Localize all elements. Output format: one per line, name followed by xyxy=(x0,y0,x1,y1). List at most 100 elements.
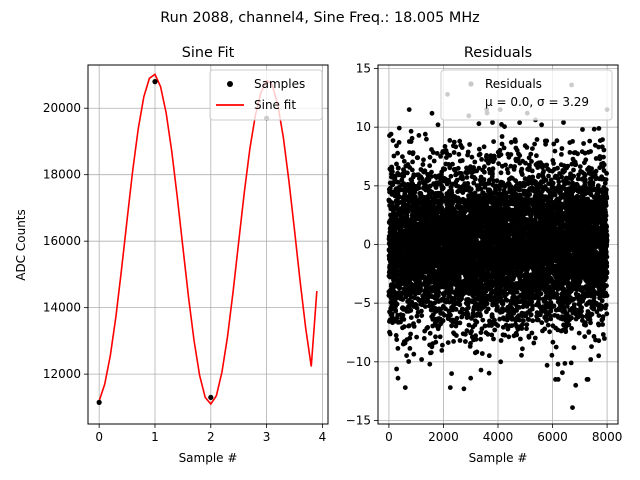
residual-point xyxy=(408,331,413,337)
residual-point xyxy=(492,156,497,162)
residual-point xyxy=(469,154,475,160)
residual-point xyxy=(450,161,455,167)
residual-point xyxy=(506,334,512,340)
residual-point xyxy=(517,153,523,158)
residual-point xyxy=(406,359,412,364)
residual-point xyxy=(405,170,410,176)
residual-point xyxy=(492,327,498,333)
residual-point xyxy=(387,331,393,337)
residual-point xyxy=(395,150,400,156)
residual-point xyxy=(459,158,465,163)
residual-point xyxy=(520,346,525,352)
residual-point xyxy=(472,176,478,182)
residual-point xyxy=(440,342,445,348)
residual-point xyxy=(442,166,448,172)
residual-point xyxy=(439,348,445,353)
residual-point xyxy=(448,312,453,318)
residuals-panel: Residuals 0 2000 4000 6000 8000−15−10−505101… xyxy=(346,45,623,465)
residual-point xyxy=(454,333,459,338)
sine-fit-ytick-label: 14000 xyxy=(43,301,81,315)
residual-point xyxy=(427,163,433,169)
residual-point xyxy=(404,213,410,219)
residual-point xyxy=(428,280,433,285)
residual-point xyxy=(395,180,401,185)
residual-point xyxy=(457,320,463,326)
residual-point xyxy=(485,306,491,312)
residual-point xyxy=(490,171,495,177)
residual-point xyxy=(448,173,454,179)
residual-point xyxy=(400,312,406,318)
residual-point xyxy=(482,169,487,175)
residual-point xyxy=(427,330,433,336)
legend-sine-fit-label: Sine fit xyxy=(254,98,296,112)
residual-point xyxy=(408,315,414,320)
residual-point xyxy=(440,318,446,324)
residual-point xyxy=(419,308,424,314)
residual-point xyxy=(482,164,487,170)
residual-point xyxy=(393,333,399,338)
residual-point xyxy=(499,134,505,139)
residual-point xyxy=(394,161,399,167)
residual-point xyxy=(451,139,457,145)
residual-point xyxy=(445,340,451,345)
residual-point xyxy=(436,289,442,295)
residual-point xyxy=(424,136,429,142)
residual-point xyxy=(480,317,486,323)
residual-point xyxy=(410,150,416,156)
residual-point xyxy=(468,186,474,192)
residual-point xyxy=(447,152,453,158)
residual-point xyxy=(474,349,480,355)
residual-point xyxy=(490,166,496,172)
sine-fit-xlabel: Sample # xyxy=(179,451,238,465)
residual-point xyxy=(518,336,523,342)
residual-point xyxy=(467,142,472,147)
residual-point xyxy=(419,313,425,318)
residual-point xyxy=(421,157,426,163)
residuals-plot-area xyxy=(386,82,610,410)
residual-point xyxy=(409,167,415,173)
sine-fit-ytick-label: 12000 xyxy=(43,367,81,381)
residual-point xyxy=(408,308,414,313)
residual-point xyxy=(422,131,428,137)
residual-point xyxy=(519,172,525,178)
sine-fit-legend-box xyxy=(209,69,323,121)
sine-fit-legend: Samples Sine fit xyxy=(209,69,323,121)
residual-point xyxy=(477,151,483,157)
sine-fit-ylabel: ADC Counts xyxy=(14,209,28,281)
residual-point xyxy=(416,318,422,324)
residual-point xyxy=(419,175,424,181)
residual-point xyxy=(491,336,496,342)
residual-point xyxy=(464,175,470,180)
residual-point xyxy=(390,138,396,144)
sine-fit-ytick-label: 20000 xyxy=(43,101,81,115)
sine-fit-axes-frame xyxy=(87,64,329,425)
residual-point xyxy=(401,324,407,330)
residual-point xyxy=(465,181,471,186)
residual-point xyxy=(407,335,413,341)
residual-point xyxy=(425,325,431,330)
residual-point xyxy=(512,164,517,169)
residual-point xyxy=(440,185,446,191)
residual-point xyxy=(387,185,393,191)
residual-point xyxy=(420,162,426,167)
residual-point xyxy=(407,323,412,328)
residual-point xyxy=(514,289,520,295)
residual-point xyxy=(478,336,484,342)
residual-point xyxy=(497,147,503,153)
residual-point xyxy=(427,154,433,160)
residual-point xyxy=(422,168,428,174)
residual-point xyxy=(421,336,427,341)
residual-point xyxy=(429,169,434,175)
residual-point xyxy=(486,370,492,376)
residual-point xyxy=(476,146,482,152)
residual-point xyxy=(394,301,400,307)
residual-point xyxy=(484,153,489,158)
residuals-title: Residuals xyxy=(464,45,532,61)
residual-point xyxy=(455,165,461,171)
residual-point xyxy=(479,157,484,162)
residual-point xyxy=(503,162,508,168)
residual-point xyxy=(390,169,395,175)
residual-point xyxy=(389,165,395,171)
